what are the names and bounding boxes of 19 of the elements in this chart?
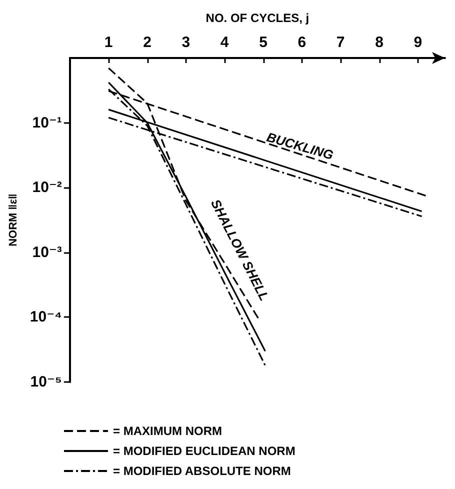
x-tick-label: 5 (259, 34, 268, 51)
x-axis-title: NO. OF CYCLES, j (206, 11, 310, 25)
x-tick-label: 3 (182, 34, 190, 51)
y-tick-label: 10⁻⁴ (30, 308, 62, 326)
x-tick-label: 1 (104, 34, 113, 51)
y-tick-label: 10⁻⁵ (30, 374, 62, 390)
x-tick-label: 7 (336, 34, 345, 51)
y-axis-title: NORM ‖ε‖ (8, 194, 20, 246)
x-tick-label: 4 (220, 34, 230, 51)
y-tick-label: 10⁻² (32, 179, 62, 196)
legend-label: = MODIFIED ABSOLUTE NORM (113, 464, 291, 478)
x-tick-label: 2 (143, 34, 152, 51)
x-tick-label: 9 (414, 34, 422, 51)
x-tick-label: 6 (298, 34, 306, 51)
x-tick-label: 8 (375, 34, 384, 51)
y-tick-label: 10⁻³ (32, 244, 62, 261)
y-tick-label: 10⁻¹ (32, 114, 62, 132)
legend-label: = MAXIMUM NORM (113, 424, 222, 438)
legend-label: = MODIFIED EUCLIDEAN NORM (113, 444, 296, 458)
